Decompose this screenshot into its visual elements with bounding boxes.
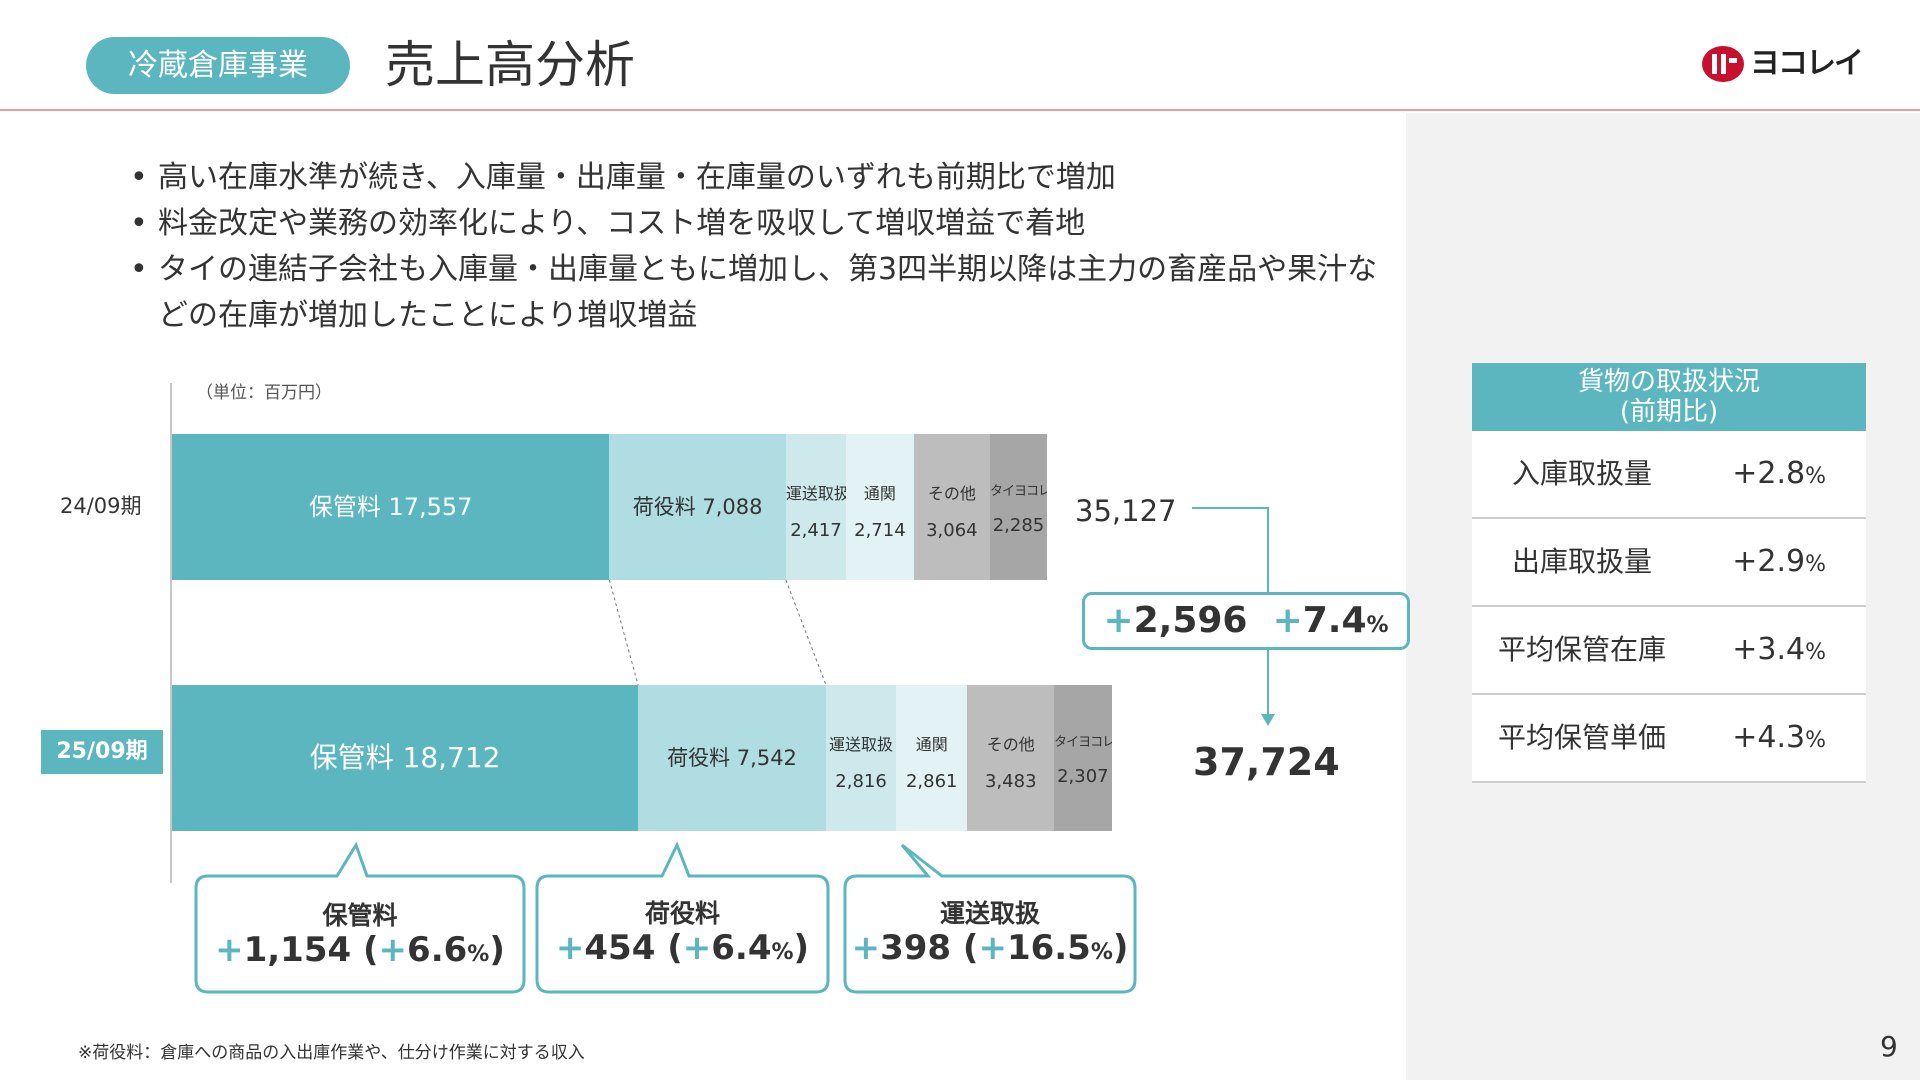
row-unit: %	[1805, 728, 1826, 753]
callout-title: 荷役料	[644, 899, 720, 928]
callout-pct-unit: %	[1090, 940, 1113, 965]
row-value: +4.3	[1732, 720, 1806, 755]
row-label: 平均保管在庫	[1497, 633, 1666, 666]
table-title: 貨物の取扱状況	[1577, 367, 1760, 397]
table-row: 平均保管在庫 +3.4%	[1472, 607, 1866, 695]
segment-name: 通関	[915, 735, 948, 754]
table-row: 入庫取扱量 +2.8%	[1472, 431, 1866, 519]
row-label: 平均保管単価	[1497, 721, 1666, 754]
row-value: +3.4	[1732, 632, 1806, 667]
segment-name: その他	[986, 735, 1035, 754]
unit-label: （単位：百万円）	[196, 383, 332, 403]
bar-row-25: 保管料 18,712 荷役料 7,542 運送取扱 2,816 通関 2,861 その他 3,…	[172, 685, 1172, 831]
table-row: 平均保管単価 +4.3%	[1472, 695, 1866, 783]
table-header: 貨物の取扱状況 (前期比)	[1472, 363, 1866, 431]
bullet-item: タイの連結子会社も入庫量・出庫量ともに増加し、第3四半期以降は主力の畜産品や果汁…	[130, 247, 1380, 339]
total-24: 35,127	[1075, 494, 1177, 528]
segment-value: 3,483	[984, 771, 1037, 792]
segment-label: 荷役料 7,088	[632, 495, 763, 519]
bar-segment-handling: 荷役料 7,542	[638, 685, 826, 831]
bar-segment-thai: タイヨコレイ 2,307	[1054, 685, 1112, 831]
diff-pct-unit: %	[1366, 613, 1389, 638]
segment-label: 保管料 17,557	[308, 493, 473, 521]
bar-segment-other: その他 3,064	[913, 434, 991, 580]
total-difference-box: +2,596 +7.4%	[1082, 592, 1410, 650]
callout-bubble	[843, 843, 1137, 994]
callout-pct-unit: %	[771, 940, 794, 965]
row-unit: %	[1805, 552, 1826, 577]
segment-label: 荷役料 7,542	[667, 746, 797, 770]
segment-label: 保管料 18,712	[309, 741, 501, 774]
segment-name: 運送取扱	[785, 484, 847, 503]
table-subtitle: (前期比)	[1619, 397, 1719, 427]
bar-segment-transport: 運送取扱 2,417	[785, 434, 847, 580]
segment-name: その他	[927, 484, 976, 503]
diff-abs: 2,596	[1133, 600, 1248, 641]
row-unit: %	[1805, 464, 1826, 489]
segment-name: 運送取扱	[829, 735, 894, 754]
segment-name: タイヨコレイ	[990, 484, 1047, 499]
page-title: 売上高分析	[385, 36, 635, 94]
segment-value: 3,064	[926, 520, 978, 541]
row-value: +2.9	[1732, 544, 1806, 579]
callout-pct: 6.6	[407, 930, 468, 970]
row-label-25: 25/09期	[41, 730, 163, 774]
callout-abs: 1,154	[243, 930, 352, 970]
category-badge: 冷蔵倉庫事業	[86, 37, 350, 94]
cargo-status-table: 貨物の取扱状況 (前期比) 入庫取扱量 +2.8% 出庫取扱量 +2.9% 平均…	[1472, 363, 1866, 783]
chart-axis	[170, 383, 172, 883]
segment-value: 2,417	[790, 520, 842, 541]
bar-segment-handling: 荷役料 7,088	[609, 434, 786, 580]
callout-pct: 16.5	[1006, 928, 1091, 968]
page-number: 9	[1880, 1030, 1898, 1063]
bar-segment-customs: 通関 2,861	[896, 685, 968, 831]
bar-segment-other: その他 3,483	[967, 685, 1055, 831]
segment-name: タイヨコレイ	[1054, 735, 1112, 750]
segment-value: 2,816	[835, 771, 887, 792]
table-row: 出庫取扱量 +2.9%	[1472, 519, 1866, 607]
segment-value: 2,714	[854, 520, 906, 541]
diff-pct: 7.4	[1302, 600, 1367, 641]
bar-segment-storage: 保管料 18,712	[172, 685, 639, 831]
row-label-24: 24/09期	[60, 494, 142, 518]
footnote: ※荷役料：倉庫への商品の入出庫作業や、仕分け作業に対する収入	[78, 1043, 585, 1063]
callout-title: 運送取扱	[939, 899, 1040, 928]
total-25: 37,724	[1193, 740, 1340, 784]
segment-value: 2,307	[1057, 766, 1109, 787]
callout-pct: 6.4	[711, 928, 772, 968]
segment-name: 通関	[863, 484, 896, 503]
callout-abs: 398	[880, 928, 952, 968]
bar-segment-storage: 保管料 17,557	[172, 434, 610, 580]
callout-bubble	[535, 841, 830, 994]
bullet-item: 高い在庫水準が続き、入庫量・出庫量・在庫量のいずれも前期比で増加	[130, 155, 1380, 201]
arrow-head-icon	[1261, 714, 1275, 726]
callout-bubble	[194, 841, 526, 994]
logo-text: ヨコレイ	[1750, 46, 1864, 81]
bar-segment-transport: 運送取扱 2,816	[825, 685, 897, 831]
row-value: +2.8	[1732, 456, 1806, 491]
bar-segment-thai: タイヨコレイ 2,285	[990, 434, 1047, 580]
summary-bullets: 高い在庫水準が続き、入庫量・出庫量・在庫量のいずれも前期比で増加 料金改定や業務…	[130, 155, 1380, 339]
callout-pct-unit: %	[467, 942, 490, 967]
bar-row-24: 保管料 17,557 荷役料 7,088 運送取扱 2,417 通関 2,714 その他 3,…	[172, 434, 1172, 580]
row-label: 入庫取扱量	[1511, 457, 1652, 490]
row-unit: %	[1805, 640, 1826, 665]
callout-title: 保管料	[322, 901, 398, 930]
segment-value: 2,285	[992, 515, 1045, 536]
segment-value: 2,861	[905, 771, 958, 792]
callout-abs: 454	[584, 928, 656, 968]
bullet-item: 料金改定や業務の効率化により、コスト増を吸収して増収増益で着地	[130, 201, 1380, 247]
logo-mark-icon	[1702, 46, 1744, 82]
company-logo: ヨコレイ	[1700, 44, 1890, 84]
header-divider	[0, 109, 1920, 111]
bar-segment-customs: 通関 2,714	[846, 434, 914, 580]
row-label: 出庫取扱量	[1511, 545, 1652, 578]
